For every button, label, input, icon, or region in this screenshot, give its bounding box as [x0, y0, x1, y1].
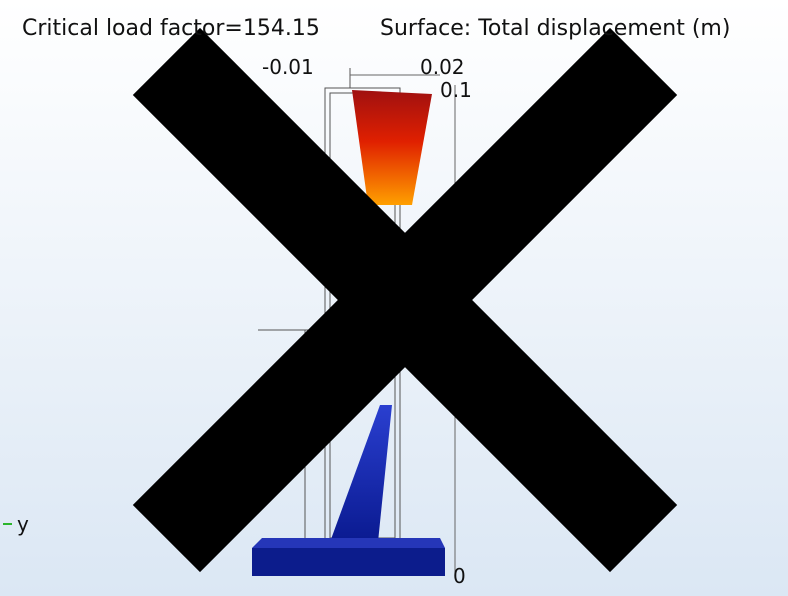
base-plate: [252, 548, 445, 576]
viewport: Critical load factor=154.15 Surface: Tot…: [0, 0, 788, 596]
axis-label: 0.02: [420, 55, 465, 79]
page: Critical load factor=154.15 Surface: Tot…: [0, 0, 788, 596]
axis-label: 0.1: [440, 78, 472, 102]
axis-triad-label: y: [17, 512, 29, 536]
title: Critical load factor=154.15: [22, 16, 320, 41]
axis-label: -0.01: [262, 55, 314, 79]
subtitle: Surface: Total displacement (m): [380, 16, 730, 41]
axis-label: 0: [453, 564, 466, 588]
base-plate-top: [252, 538, 445, 548]
